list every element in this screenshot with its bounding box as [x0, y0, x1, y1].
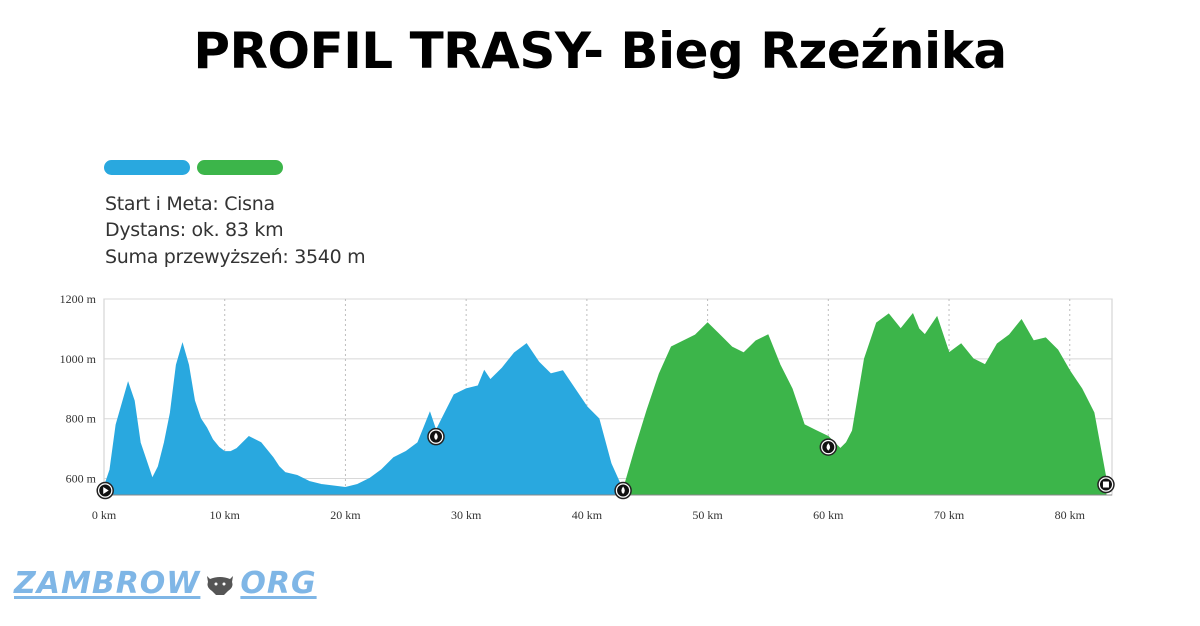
- x-tick-label: 60 km: [813, 508, 844, 522]
- info-distance: Dystans: ok. 83 km: [105, 219, 284, 241]
- x-tick-label: 0 km: [92, 508, 117, 522]
- legend-swatch-blue: [104, 160, 190, 175]
- x-tick-label: 20 km: [330, 508, 361, 522]
- y-tick-label: 1000 m: [60, 352, 97, 366]
- bison-icon: [207, 575, 234, 595]
- x-tick-label: 80 km: [1055, 508, 1086, 522]
- water-marker-icon: [819, 438, 838, 456]
- stop-icon: [1102, 481, 1109, 488]
- play-icon: [103, 487, 109, 495]
- info-elevation-gain: Suma przewyższeń: 3540 m: [105, 246, 366, 268]
- info-start-finish: Start i Meta: Cisna: [105, 193, 275, 215]
- elevation-profile-chart: 600 m 800 m 1000 m 1200 m 0 km 10 km 20 km 30 k…: [60, 292, 1115, 522]
- logo-text-left: ZAMBROW: [14, 566, 201, 601]
- start-marker-icon: [96, 481, 114, 500]
- x-tick-label: 50 km: [692, 508, 723, 522]
- y-tick-label: 1200 m: [60, 292, 97, 306]
- y-tick-label: 800 m: [66, 412, 97, 426]
- page-title: PROFIL TRASY- Bieg Rzeźnika: [193, 22, 1007, 80]
- droplet-icon: [434, 432, 438, 441]
- site-logo[interactable]: ZAMBROW ORG: [14, 566, 317, 601]
- x-tick-label: 40 km: [572, 508, 603, 522]
- elevation-area-2: [622, 313, 1107, 496]
- y-tick-label: 600 m: [66, 472, 97, 486]
- finish-marker-icon: [1097, 475, 1115, 494]
- legend-swatch-green: [197, 160, 283, 175]
- water-marker-icon: [427, 427, 445, 446]
- droplet-icon: [621, 486, 625, 495]
- logo-text-right: ORG: [240, 566, 317, 601]
- x-tick-label: 70 km: [934, 508, 965, 522]
- x-tick-label: 30 km: [451, 508, 482, 522]
- water-marker-icon: [614, 481, 632, 500]
- elevation-area-1: [103, 342, 624, 496]
- droplet-icon: [826, 443, 831, 451]
- x-tick-label: 10 km: [210, 508, 241, 522]
